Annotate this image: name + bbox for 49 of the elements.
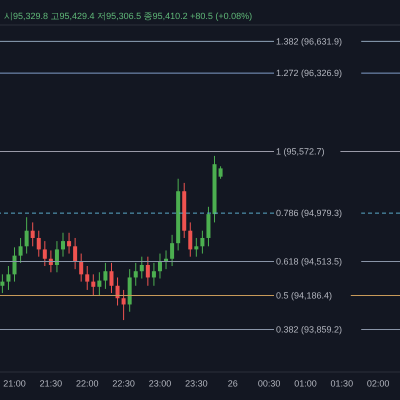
candlestick [36, 230, 41, 258]
x-tick-label: 21:00 [3, 378, 26, 388]
x-tick-label: 22:00 [76, 378, 99, 388]
candlestick [73, 237, 78, 270]
candlestick [12, 246, 17, 282]
candlestick [158, 253, 162, 279]
candlestick [24, 216, 29, 254]
candlestick [122, 289, 126, 321]
ref-line-label: 0.786 (94,979.3) [276, 208, 342, 218]
ref-line-label: 1 (95,572.7) [276, 146, 325, 156]
candlestick [18, 237, 23, 264]
candlestick [61, 232, 65, 258]
candlestick [0, 274, 4, 294]
candlestick [170, 234, 174, 267]
candlestick [54, 240, 59, 273]
candlestick [42, 240, 47, 267]
candlestick [206, 206, 210, 247]
ref-line-label: 1.382 (96,631.9) [276, 36, 342, 46]
candlestick [194, 237, 198, 258]
candlestick [67, 232, 72, 254]
candlestick [140, 256, 144, 279]
ref-line-label: 0.382 (93,859.2) [276, 324, 342, 334]
candlestick [6, 266, 10, 290]
candlestick [30, 222, 35, 247]
x-tick-label: 23:00 [148, 378, 172, 388]
candlestick [79, 253, 84, 282]
ref-line-label: 0.618 (94,513.5) [276, 256, 342, 267]
candlestick [103, 262, 108, 290]
ref-line-label: 0.5 (94,186.4) [276, 290, 332, 300]
x-tick-label: 02:00 [366, 378, 390, 388]
candlestick [218, 166, 223, 180]
candlestick [91, 274, 96, 296]
x-tick-label: 21:30 [40, 378, 62, 388]
candlestick [97, 272, 102, 296]
candlestick [152, 262, 156, 286]
x-tick-label: 01:00 [294, 378, 317, 388]
ref-line-label: 1.272 (96,326.9) [276, 68, 342, 78]
x-tick-label: 26 [228, 378, 238, 388]
candlestick [85, 266, 90, 290]
candlestick [200, 230, 204, 254]
candlestick [134, 262, 138, 286]
candlestick [188, 222, 192, 258]
candlestick [146, 256, 150, 286]
text: 시95,329.8 고95,429.4 저95,306.5 종95,410.2 +80.5 (+0.08%) [4, 10, 252, 23]
x-tick-label: 01:30 [330, 378, 354, 388]
x-tick-label: 00:30 [258, 378, 280, 388]
x-tick-label: 22:30 [112, 378, 135, 388]
x-tick-label: 23:30 [185, 378, 208, 388]
candlestick [109, 262, 114, 294]
